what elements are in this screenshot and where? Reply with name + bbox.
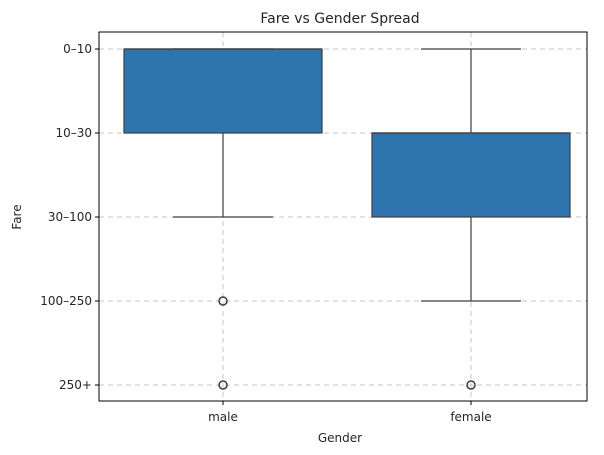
y-axis-label: Fare <box>10 204 24 229</box>
chart-title: Fare vs Gender Spread <box>260 11 419 27</box>
y-tick-label: 0–10 <box>63 42 92 56</box>
y-tick-label: 250+ <box>59 378 92 392</box>
outlier-point <box>466 380 476 390</box>
x-axis-label: Gender <box>318 431 362 445</box>
x-tick-label: male <box>208 410 238 424</box>
x-tick-label: female <box>450 410 491 424</box>
y-tick-label: 10–30 <box>55 126 92 140</box>
box-female <box>371 132 571 218</box>
outlier-point <box>218 296 228 306</box>
outlier-point <box>218 380 228 390</box>
boxes <box>123 48 571 390</box>
box-male <box>123 48 323 134</box>
y-tick-label: 30–100 <box>48 210 92 224</box>
axes: 0–10 10–30 30–100 100–250 250+ male female <box>40 31 588 424</box>
y-tick-label: 100–250 <box>40 294 92 308</box>
